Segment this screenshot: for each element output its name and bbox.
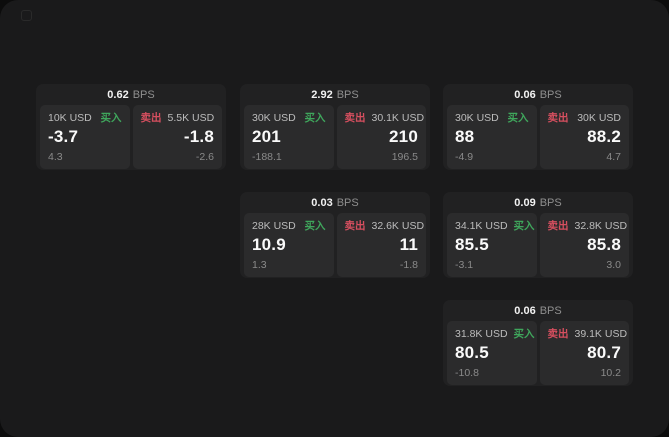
quote-card: 0.03 BPS 28K USD 买入 10.9 1.3 卖出 32.6K US… [240, 192, 430, 278]
sell-size-label: 5.5K USD [167, 112, 215, 124]
quote-panels: 10K USD 买入 -3.7 4.3 卖出 5.5K USD -1.8 -2.… [36, 105, 226, 169]
buy-button[interactable]: 买入 [100, 112, 122, 124]
sell-delta: 10.2 [600, 367, 621, 379]
bps-label: BPS [539, 304, 562, 317]
bps-label: BPS [132, 88, 155, 101]
sell-panel[interactable]: 卖出 5.5K USD -1.8 -2.6 [132, 105, 222, 169]
sell-button[interactable]: 卖出 [344, 112, 366, 124]
quote-card: 0.06 BPS 31.8K USD 买入 80.5 -10.8 卖出 39.1… [443, 300, 633, 386]
sell-size-label: 30K USD [577, 112, 621, 124]
bps-header: 0.06 BPS [443, 300, 633, 321]
buy-delta: -4.9 [455, 151, 474, 163]
buy-price: 80.5 [455, 343, 489, 362]
buy-delta: 4.3 [48, 151, 63, 163]
bps-header: 0.09 BPS [443, 192, 633, 213]
buy-price: 201 [252, 127, 281, 146]
quote-panels: 30K USD 买入 201 -188.1 卖出 30.1K USD 210 1… [240, 105, 430, 169]
bps-header: 2.92 BPS [240, 84, 430, 105]
bps-value: 0.62 [107, 88, 129, 101]
buy-size-label: 10K USD [48, 112, 92, 124]
bps-value: 2.92 [311, 88, 333, 101]
buy-price: -3.7 [48, 127, 79, 146]
buy-price: 85.5 [455, 235, 489, 254]
buy-price: 88 [455, 127, 475, 146]
bps-label: BPS [336, 88, 359, 101]
sell-delta: 3.0 [606, 259, 621, 271]
buy-button[interactable]: 买入 [304, 220, 326, 232]
bps-label: BPS [336, 196, 359, 209]
buy-panel[interactable]: 10K USD 买入 -3.7 4.3 [40, 105, 130, 169]
bps-value: 0.06 [514, 304, 536, 317]
sell-price: 88.2 [587, 127, 621, 146]
quote-panels: 30K USD 买入 88 -4.9 卖出 30K USD 88.2 4.7 [443, 105, 633, 169]
sell-panel[interactable]: 卖出 30K USD 88.2 4.7 [539, 105, 629, 169]
buy-delta: -3.1 [455, 259, 474, 271]
sell-delta: 196.5 [391, 151, 418, 163]
bps-header: 0.62 BPS [36, 84, 226, 105]
sell-price: -1.8 [183, 127, 214, 146]
app-icon [21, 10, 32, 21]
buy-panel[interactable]: 28K USD 买入 10.9 1.3 [244, 213, 334, 277]
quote-card: 0.06 BPS 30K USD 买入 88 -4.9 卖出 30K USD 8… [443, 84, 633, 170]
sell-button[interactable]: 卖出 [547, 220, 569, 232]
bps-label: BPS [539, 196, 562, 209]
buy-size-label: 30K USD [455, 112, 499, 124]
buy-size-label: 28K USD [252, 220, 296, 232]
buy-size-label: 34.1K USD [455, 220, 508, 232]
quote-card: 2.92 BPS 30K USD 买入 201 -188.1 卖出 30.1K … [240, 84, 430, 170]
sell-price: 85.8 [587, 235, 621, 254]
bps-label: BPS [539, 88, 562, 101]
sell-size-label: 32.6K USD [371, 220, 425, 232]
bps-header: 0.03 BPS [240, 192, 430, 213]
sell-button[interactable]: 卖出 [547, 112, 569, 124]
buy-button[interactable]: 买入 [513, 328, 535, 340]
sell-delta: -2.6 [195, 151, 214, 163]
sell-panel[interactable]: 卖出 39.1K USD 80.7 10.2 [539, 321, 629, 385]
buy-delta: -10.8 [455, 367, 479, 379]
bps-value: 0.03 [311, 196, 333, 209]
quote-panels: 31.8K USD 买入 80.5 -10.8 卖出 39.1K USD 80.… [443, 321, 633, 385]
quote-panels: 28K USD 买入 10.9 1.3 卖出 32.6K USD 11 -1.8 [240, 213, 430, 277]
bps-value: 0.06 [514, 88, 536, 101]
buy-panel[interactable]: 31.8K USD 买入 80.5 -10.8 [447, 321, 537, 385]
sell-price: 80.7 [587, 343, 621, 362]
sell-button[interactable]: 卖出 [547, 328, 569, 340]
buy-panel[interactable]: 30K USD 买入 88 -4.9 [447, 105, 537, 169]
sell-size-label: 39.1K USD [574, 328, 628, 340]
sell-price: 11 [399, 235, 418, 254]
sell-button[interactable]: 卖出 [344, 220, 366, 232]
buy-button[interactable]: 买入 [507, 112, 529, 124]
sell-delta: 4.7 [606, 151, 621, 163]
quote-card: 0.62 BPS 10K USD 买入 -3.7 4.3 卖出 5.5K USD… [36, 84, 226, 170]
buy-delta: -188.1 [252, 151, 282, 163]
bps-header: 0.06 BPS [443, 84, 633, 105]
buy-panel[interactable]: 34.1K USD 买入 85.5 -3.1 [447, 213, 537, 277]
buy-panel[interactable]: 30K USD 买入 201 -188.1 [244, 105, 334, 169]
sell-button[interactable]: 卖出 [140, 112, 162, 124]
sell-size-label: 32.8K USD [574, 220, 628, 232]
buy-size-label: 30K USD [252, 112, 296, 124]
quote-card: 0.09 BPS 34.1K USD 买入 85.5 -3.1 卖出 32.8K… [443, 192, 633, 278]
sell-panel[interactable]: 卖出 32.6K USD 11 -1.8 [336, 213, 426, 277]
buy-size-label: 31.8K USD [455, 328, 508, 340]
sell-price: 210 [389, 127, 418, 146]
bps-value: 0.09 [514, 196, 536, 209]
buy-price: 10.9 [252, 235, 286, 254]
buy-delta: 1.3 [252, 259, 267, 271]
sell-panel[interactable]: 卖出 32.8K USD 85.8 3.0 [539, 213, 629, 277]
buy-button[interactable]: 买入 [304, 112, 326, 124]
sell-panel[interactable]: 卖出 30.1K USD 210 196.5 [336, 105, 426, 169]
buy-button[interactable]: 买入 [513, 220, 535, 232]
sell-size-label: 30.1K USD [371, 112, 425, 124]
sell-delta: -1.8 [399, 259, 418, 271]
quote-panels: 34.1K USD 买入 85.5 -3.1 卖出 32.8K USD 85.8… [443, 213, 633, 277]
